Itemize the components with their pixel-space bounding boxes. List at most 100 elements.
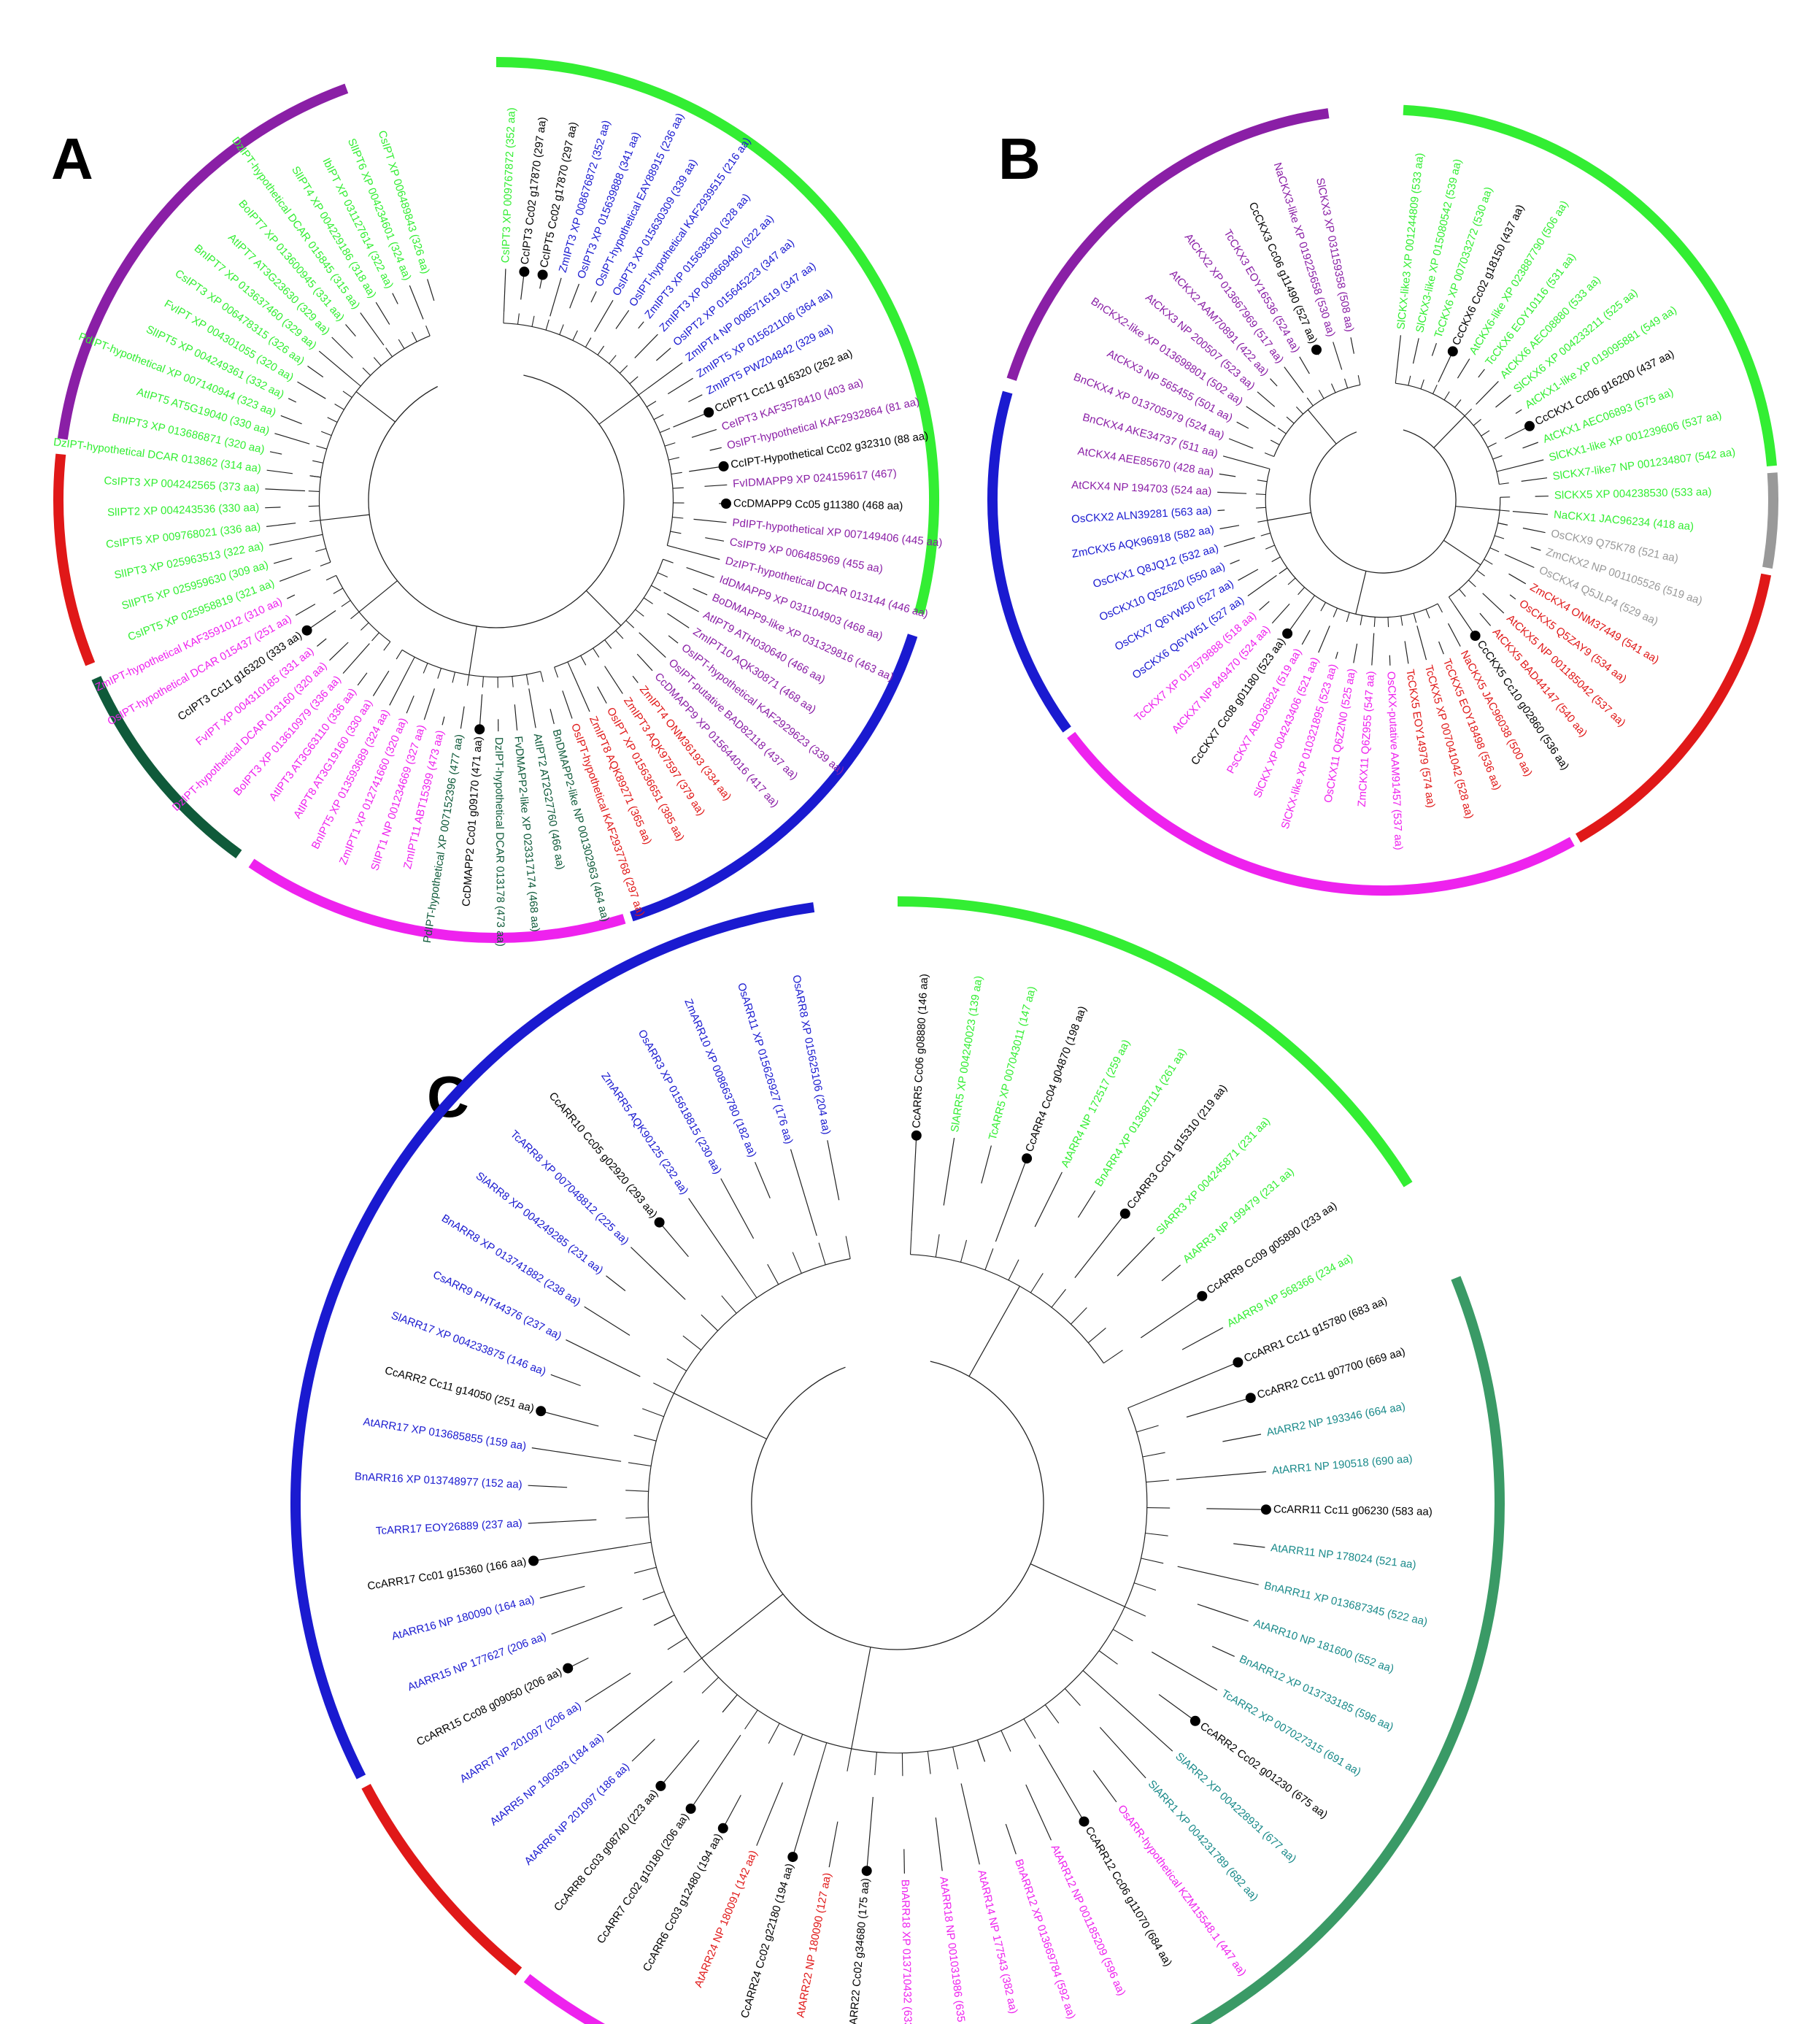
query-marker [1079, 1816, 1090, 1827]
tree-branch [691, 428, 717, 438]
tree-branch [720, 1178, 755, 1239]
tree-branch [1217, 491, 1247, 494]
tree-branch [325, 574, 336, 581]
tree-branch [373, 357, 382, 366]
tree-branch [550, 277, 562, 317]
tree-branch [1530, 547, 1541, 551]
tree-branch [1476, 380, 1499, 405]
tree-branch [469, 626, 477, 675]
tree-branch [943, 1137, 955, 1206]
tree-branch [1416, 626, 1427, 661]
tree-branch [280, 415, 302, 425]
clade-arc-red [361, 1784, 523, 1976]
tree-branch [308, 505, 320, 507]
tree-branch [566, 1339, 641, 1377]
tree-branch [1161, 1264, 1181, 1282]
tree-internal-arc [1273, 384, 1361, 457]
tree-branch [1149, 1361, 1240, 1400]
tree-branch [1400, 615, 1403, 626]
tree-branch [671, 472, 682, 475]
tree-branch [1373, 617, 1376, 627]
tree-branch [1259, 601, 1270, 611]
tree-branch [1247, 574, 1277, 596]
tree-branch [1286, 416, 1295, 424]
tree-branch [633, 1434, 657, 1442]
tree-branch [686, 567, 714, 578]
tree-branch [704, 484, 728, 487]
tree-branch [1279, 567, 1288, 574]
tree-branch [355, 391, 396, 423]
tree-branch [342, 643, 370, 674]
tree-branch [631, 1739, 655, 1762]
tree-branch [279, 569, 311, 582]
tree-branch [580, 655, 587, 666]
tree-branch [1211, 1646, 1235, 1657]
tree-branch [847, 1748, 852, 1771]
tree-branch [1103, 1350, 1123, 1364]
tree-branch [1133, 1582, 1157, 1591]
tree-branch [1492, 455, 1503, 460]
clade-arc-teal_green [1189, 1276, 1505, 2024]
tree-branch [866, 1796, 874, 1873]
tree-branch [1420, 379, 1424, 390]
tree-branch [619, 365, 628, 374]
tree-branch [567, 661, 573, 672]
query-marker [1311, 345, 1322, 355]
tree-branch [1301, 630, 1311, 645]
tree-branch [952, 1747, 959, 1770]
tree-branch [656, 347, 671, 361]
tree-branch [1034, 1171, 1063, 1228]
tree-branch [297, 381, 326, 399]
tree-branch [1395, 373, 1397, 384]
query-marker [1447, 346, 1458, 357]
tree-branch [1099, 1685, 1173, 1752]
tree-branch [1151, 1651, 1218, 1691]
tree-branch [452, 672, 456, 683]
tree-branch [638, 321, 644, 329]
tree-branch [1412, 338, 1419, 364]
tree-branch [1468, 580, 1476, 588]
tree-branch [1522, 442, 1539, 449]
tree-branch [1000, 1730, 1011, 1752]
tree-branch [350, 611, 360, 620]
query-marker [528, 1555, 539, 1566]
tree-branch [1256, 507, 1266, 509]
tree-branch [584, 1306, 631, 1336]
query-marker [1470, 631, 1481, 641]
tree-branch [1357, 374, 1361, 385]
tree-branch [1074, 1212, 1127, 1278]
tree-branch [1219, 525, 1240, 530]
tree-branch [606, 1681, 673, 1734]
tree-branch [1500, 509, 1510, 512]
tree-branch [266, 523, 296, 527]
tree-branch [935, 1817, 943, 1871]
clade-arc-green [897, 896, 1413, 1188]
clade-arc-red [1575, 573, 1772, 843]
tree-branch [1277, 428, 1287, 434]
query-marker [911, 1130, 922, 1141]
tree-branch [287, 594, 296, 599]
query-marker [1524, 420, 1535, 431]
leaf-label: BnARR18 XP 013710432 (633 aa) [899, 1879, 914, 2024]
tree-branch [629, 376, 639, 385]
tree-branch [1186, 1397, 1252, 1418]
tree-branch [1177, 1566, 1259, 1585]
tree-branch [792, 1764, 821, 1859]
tree-branch [1124, 1606, 1146, 1617]
panel-b-arcs [987, 104, 1779, 896]
panel-b-label: B [998, 126, 1041, 191]
tree-branch [874, 1752, 877, 1775]
tree-branch [329, 642, 349, 661]
tree-branch [1457, 358, 1470, 379]
tree-branch [1299, 356, 1310, 374]
tree-branch [1484, 558, 1493, 565]
tree-branch [1264, 452, 1274, 458]
tree-branch [423, 663, 428, 674]
tree-branch [615, 309, 630, 329]
tree-branch [1181, 1327, 1224, 1350]
tree-branch [693, 588, 708, 596]
tree-branch [1025, 1784, 1052, 1841]
tree-branch [827, 1140, 840, 1201]
tree-branch [1158, 1694, 1197, 1723]
tree-branch [851, 1647, 871, 1749]
